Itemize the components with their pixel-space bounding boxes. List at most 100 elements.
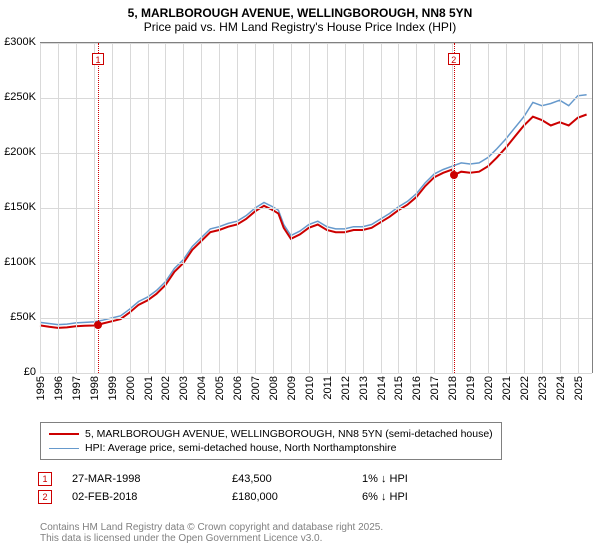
gridline-v <box>578 43 579 373</box>
x-tick-label: 2010 <box>304 376 316 400</box>
gridline-v <box>58 43 59 373</box>
x-tick-label: 2002 <box>160 376 172 400</box>
gridline-h <box>40 153 592 154</box>
gridline-v <box>488 43 489 373</box>
x-tick-label: 1997 <box>71 376 83 400</box>
legend-swatch-price <box>49 433 79 435</box>
gridline-v <box>219 43 220 373</box>
gridline-v <box>165 43 166 373</box>
gridline-v <box>398 43 399 373</box>
x-tick-label: 2008 <box>268 376 280 400</box>
gridline-v <box>327 43 328 373</box>
y-tick-label: £250K <box>0 91 36 103</box>
x-tick-label: 2011 <box>322 376 334 400</box>
x-tick-label: 2001 <box>143 376 155 400</box>
title-line2: Price paid vs. HM Land Registry's House … <box>0 20 600 34</box>
sales-row: 2 02-FEB-2018£180,0006% ↓ HPI <box>38 488 482 506</box>
x-tick-label: 2007 <box>250 376 262 400</box>
x-tick-label: 2014 <box>376 376 388 400</box>
sales-row-marker: 2 <box>38 490 52 504</box>
legend-label-hpi: HPI: Average price, semi-detached house,… <box>85 442 396 454</box>
legend-label-price: 5, MARLBOROUGH AVENUE, WELLINGBOROUGH, N… <box>85 428 493 440</box>
sales-row-marker: 1 <box>38 472 52 486</box>
gridline-h <box>40 373 592 374</box>
gridline-v <box>130 43 131 373</box>
x-tick-label: 2023 <box>537 376 549 400</box>
title-block: 5, MARLBOROUGH AVENUE, WELLINGBOROUGH, N… <box>0 0 600 34</box>
legend-swatch-hpi <box>49 448 79 449</box>
gridline-v <box>291 43 292 373</box>
gridline-v <box>560 43 561 373</box>
sale-marker-dot <box>450 171 458 179</box>
copyright-block: Contains HM Land Registry data © Crown c… <box>40 522 383 544</box>
x-tick-label: 2003 <box>178 376 190 400</box>
gridline-v <box>201 43 202 373</box>
gridline-v <box>524 43 525 373</box>
x-tick-label: 2009 <box>286 376 298 400</box>
gridline-h <box>40 318 592 319</box>
copyright-line1: Contains HM Land Registry data © Crown c… <box>40 522 383 533</box>
sales-row-price: £180,000 <box>232 491 362 503</box>
legend-row-hpi: HPI: Average price, semi-detached house,… <box>49 441 493 455</box>
x-tick-label: 1995 <box>35 376 47 400</box>
x-tick-label: 2019 <box>465 376 477 400</box>
gridline-v <box>183 43 184 373</box>
y-tick-label: £50K <box>0 311 36 323</box>
sales-row-date: 02-FEB-2018 <box>72 491 232 503</box>
x-tick-label: 2016 <box>411 376 423 400</box>
x-tick-label: 1999 <box>107 376 119 400</box>
gridline-v <box>434 43 435 373</box>
legend-box: 5, MARLBOROUGH AVENUE, WELLINGBOROUGH, N… <box>40 422 502 460</box>
x-tick-label: 2024 <box>555 376 567 400</box>
gridline-h <box>40 98 592 99</box>
x-tick-label: 2005 <box>214 376 226 400</box>
x-tick-label: 2021 <box>501 376 513 400</box>
sales-row: 1 27-MAR-1998£43,5001% ↓ HPI <box>38 470 482 488</box>
sales-row-delta: 6% ↓ HPI <box>362 491 482 503</box>
x-tick-label: 2025 <box>573 376 585 400</box>
sale-marker-index: 2 <box>448 53 460 65</box>
x-tick-label: 2020 <box>483 376 495 400</box>
sales-row-delta: 1% ↓ HPI <box>362 473 482 485</box>
gridline-v <box>363 43 364 373</box>
gridline-v <box>470 43 471 373</box>
x-tick-label: 1998 <box>89 376 101 400</box>
x-tick-label: 1996 <box>53 376 65 400</box>
gridline-v <box>76 43 77 373</box>
x-tick-label: 2004 <box>196 376 208 400</box>
sale-marker-index: 1 <box>92 53 104 65</box>
x-tick-label: 2012 <box>340 376 352 400</box>
gridline-h <box>40 263 592 264</box>
sale-marker-dot <box>94 321 102 329</box>
gridline-v <box>255 43 256 373</box>
sales-row-price: £43,500 <box>232 473 362 485</box>
y-tick-label: £300K <box>0 36 36 48</box>
gridline-v <box>345 43 346 373</box>
x-tick-label: 2015 <box>393 376 405 400</box>
legend-row-price: 5, MARLBOROUGH AVENUE, WELLINGBOROUGH, N… <box>49 427 493 441</box>
gridline-v <box>273 43 274 373</box>
y-tick-label: £100K <box>0 256 36 268</box>
y-tick-label: £150K <box>0 201 36 213</box>
x-tick-label: 2013 <box>358 376 370 400</box>
title-line1: 5, MARLBOROUGH AVENUE, WELLINGBOROUGH, N… <box>0 6 600 20</box>
gridline-v <box>112 43 113 373</box>
gridline-v <box>381 43 382 373</box>
sale-vertical-line <box>454 43 455 373</box>
chart-container: 5, MARLBOROUGH AVENUE, WELLINGBOROUGH, N… <box>0 0 600 560</box>
x-tick-label: 2022 <box>519 376 531 400</box>
gridline-h <box>40 208 592 209</box>
x-tick-label: 2017 <box>429 376 441 400</box>
hpi-line <box>40 95 587 325</box>
y-tick-label: £0 <box>0 366 36 378</box>
gridline-v <box>416 43 417 373</box>
copyright-line2: This data is licensed under the Open Gov… <box>40 533 383 544</box>
sales-row-date: 27-MAR-1998 <box>72 473 232 485</box>
gridline-v <box>506 43 507 373</box>
gridline-v <box>148 43 149 373</box>
price-line <box>40 115 587 328</box>
x-tick-label: 2006 <box>232 376 244 400</box>
plot-area: 12 <box>40 42 593 373</box>
gridline-v <box>309 43 310 373</box>
sales-table: 1 27-MAR-1998£43,5001% ↓ HPI 2 02-FEB-2018£… <box>38 470 482 506</box>
